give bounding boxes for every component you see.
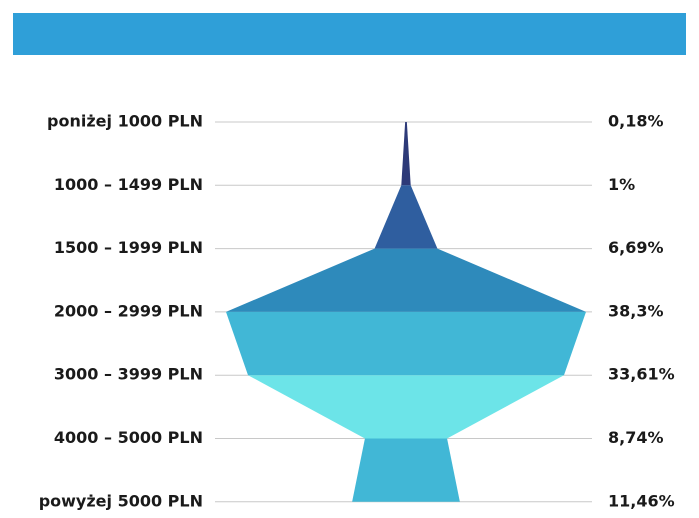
value-label: 8,74%: [608, 428, 664, 447]
category-label: 4000 – 5000 PLN: [54, 428, 203, 447]
funnel-segment: [225, 248, 587, 312]
category-label: 3000 – 3999 PLN: [54, 365, 203, 384]
value-label: 38,3%: [608, 301, 664, 320]
value-label: 0,18%: [608, 112, 664, 131]
category-label: 1500 – 1999 PLN: [54, 238, 203, 257]
category-label: powyżej 5000 PLN: [39, 491, 203, 510]
value-label: 11,46%: [608, 491, 675, 510]
value-label: 1%: [608, 175, 635, 194]
category-label: 1000 – 1499 PLN: [54, 175, 203, 194]
value-label: 33,61%: [608, 365, 675, 384]
value-label: 6,69%: [608, 238, 664, 257]
category-label: 2000 – 2999 PLN: [54, 301, 203, 320]
category-label: poniżej 1000 PLN: [47, 112, 203, 131]
funnel-segment: [248, 375, 564, 439]
funnel-segment: [352, 438, 460, 502]
header-bar: [13, 13, 686, 55]
funnel-segment: [401, 122, 411, 186]
funnel-segment: [225, 311, 587, 376]
funnel-segment: [374, 185, 438, 249]
